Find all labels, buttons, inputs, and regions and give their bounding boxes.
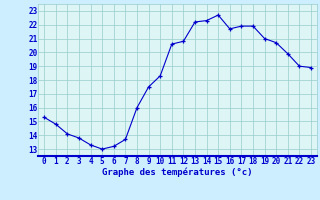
X-axis label: Graphe des températures (°c): Graphe des températures (°c)	[102, 167, 253, 177]
